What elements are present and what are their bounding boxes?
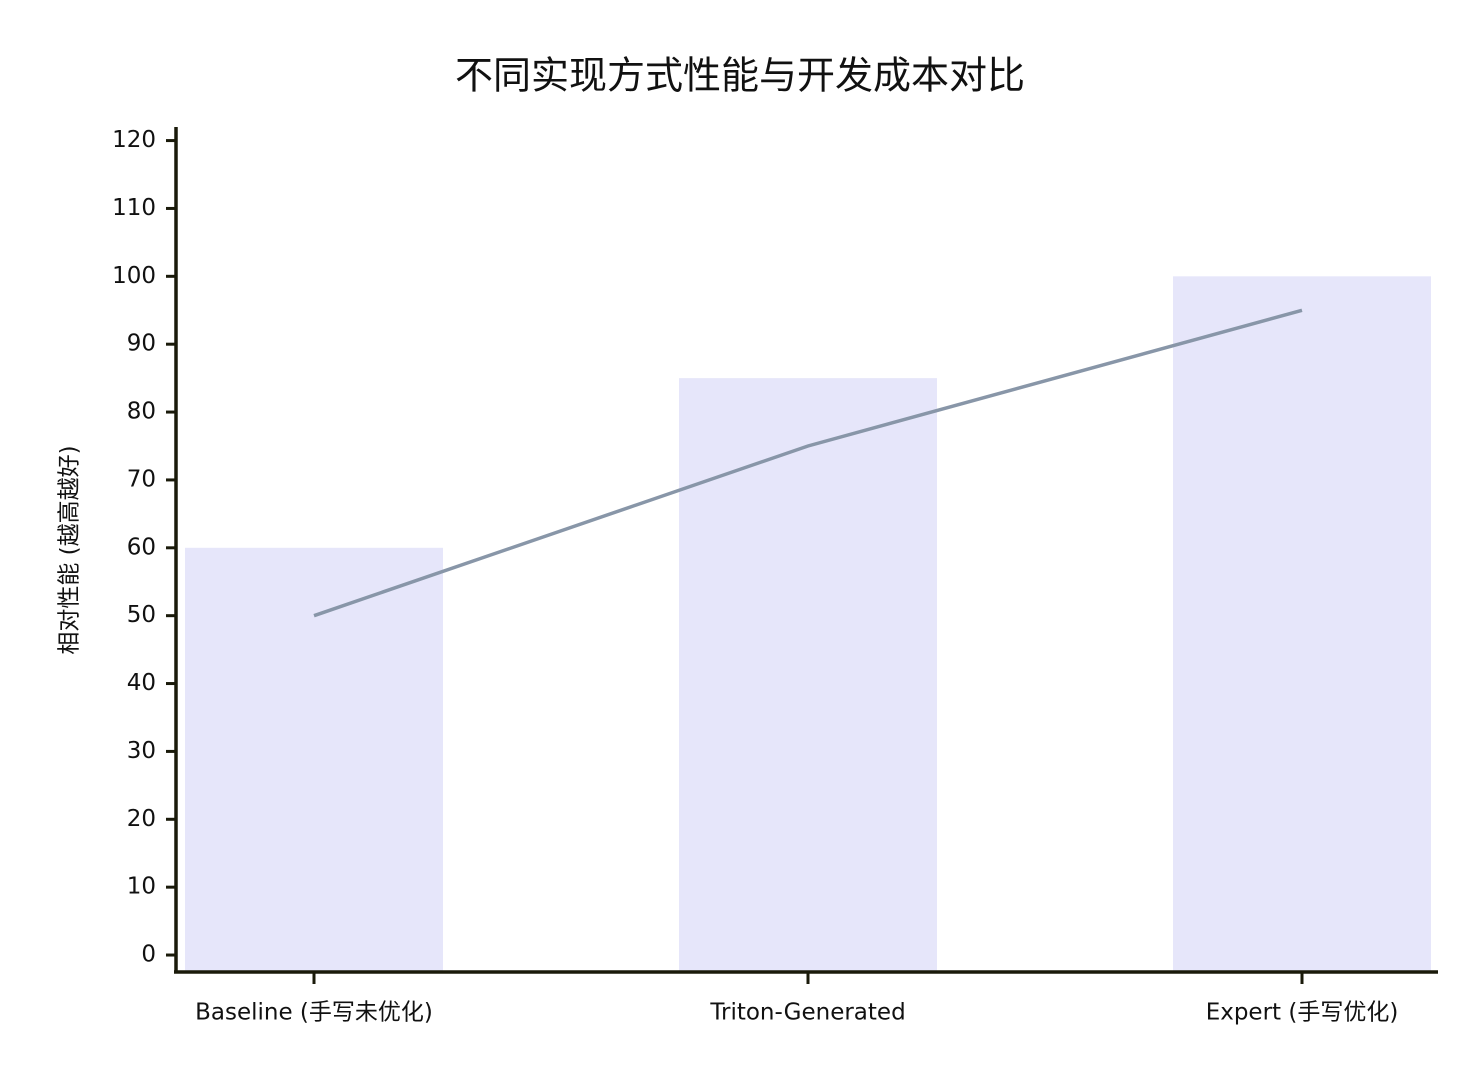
line <box>313 308 1303 618</box>
y-tick-label: 110 <box>112 195 156 221</box>
chart-title: 不同实现方式性能与开发成本对比 <box>455 54 1025 98</box>
y-tick-label: 60 <box>127 534 156 560</box>
y-tick-label: 20 <box>127 806 156 832</box>
y-tick-label: 80 <box>127 399 156 425</box>
y-tick-label: 30 <box>127 738 156 764</box>
bar <box>185 547 443 972</box>
y-tick-label: 40 <box>127 670 156 696</box>
y-tick-label: 120 <box>112 127 156 153</box>
y-axis-label: 相对性能 (越高越好) <box>57 445 83 654</box>
y-tick-label: 70 <box>127 466 156 492</box>
y-tick-label: 50 <box>127 602 156 628</box>
x-tick-label: Expert (手写优化) <box>1206 1000 1399 1026</box>
x-tick-label: Baseline (手写未优化) <box>195 1000 433 1026</box>
y-tick-label: 10 <box>127 874 156 900</box>
y-tick-label: 90 <box>127 331 156 357</box>
bar <box>679 378 937 972</box>
x-tick-label: Triton-Generated <box>709 1000 905 1026</box>
y-tick-label: 100 <box>112 263 156 289</box>
y-tick-label: 0 <box>141 942 156 968</box>
bar <box>1173 276 1431 972</box>
